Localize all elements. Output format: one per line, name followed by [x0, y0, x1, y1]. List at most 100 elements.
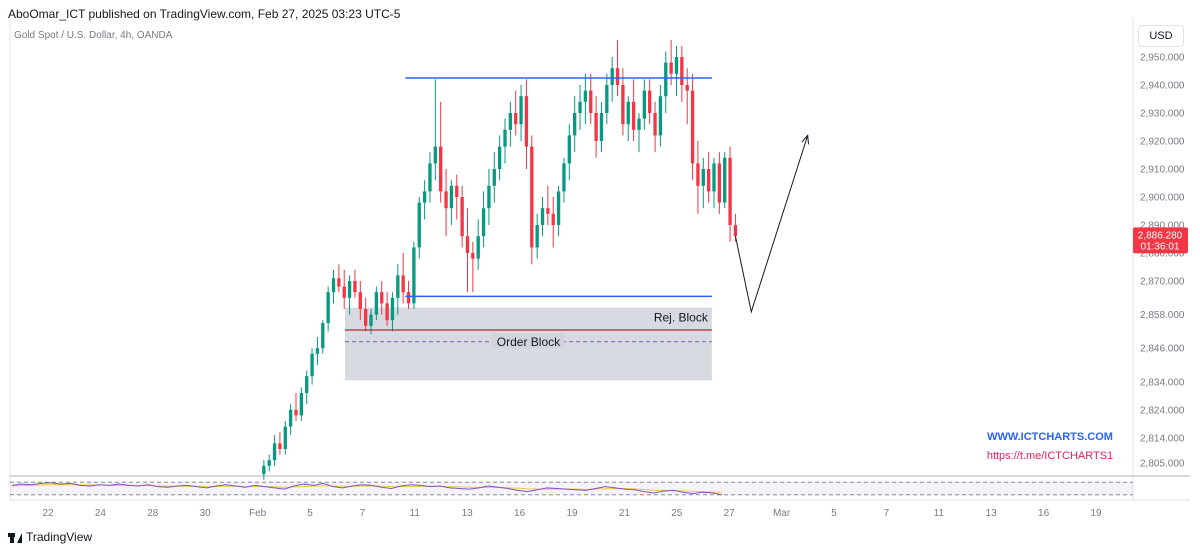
candle-body [610, 68, 614, 85]
candle-body [449, 185, 454, 209]
candle [267, 454, 271, 472]
candle-body [540, 208, 545, 225]
candle [326, 286, 330, 332]
candle [439, 101, 443, 203]
candle-body [519, 96, 523, 125]
candle [487, 169, 491, 225]
tradingview-logo-icon [8, 531, 22, 543]
candle [578, 85, 582, 130]
candle-body [428, 163, 432, 192]
candle [717, 152, 722, 214]
x-tick-label: 7 [360, 508, 366, 519]
symbol-legend: Gold Spot / U.S. Dollar, 4h, OANDA [14, 30, 173, 41]
candle-body [321, 323, 325, 349]
candle [503, 118, 507, 164]
candle-body [503, 129, 507, 147]
candle-body [315, 348, 320, 354]
x-tick-label: 19 [566, 508, 578, 519]
candle-body [642, 90, 646, 119]
candle-body [465, 236, 470, 253]
x-tick-label: 16 [514, 508, 526, 519]
candle-body [535, 225, 539, 248]
candle [648, 79, 652, 125]
candle-body [305, 376, 309, 393]
rej-block-zone [345, 307, 712, 330]
candle [631, 79, 636, 141]
candle [599, 101, 604, 153]
candle [589, 73, 593, 125]
y-tick-label: 2,870.000 [1140, 277, 1185, 288]
candle [556, 185, 561, 237]
candle-body [342, 286, 346, 298]
x-tick-label: 13 [462, 508, 474, 519]
candle [310, 348, 314, 385]
tradingview-logo[interactable]: TradingView [8, 530, 92, 544]
candle-body [669, 62, 673, 74]
candle [706, 152, 711, 203]
candle-body [717, 163, 722, 203]
candle [406, 281, 411, 309]
candle [573, 96, 577, 153]
rsi-pane [10, 481, 1133, 496]
candle-body [262, 465, 266, 475]
candle-body [562, 163, 566, 192]
candle-body [664, 62, 668, 97]
candle-body [551, 213, 555, 225]
candle-body [546, 208, 550, 214]
candle-body [401, 275, 405, 293]
candle-body [476, 236, 480, 259]
candle-body [299, 393, 304, 416]
candle-body [347, 281, 352, 298]
candle-body [374, 292, 379, 315]
candle [401, 253, 405, 304]
candle-body [733, 225, 738, 237]
candle [353, 269, 357, 298]
y-tick-label: 2,805.000 [1140, 459, 1185, 470]
candle-body [433, 146, 437, 164]
candle-body [294, 409, 298, 416]
candle-body [278, 443, 282, 449]
candle-body [380, 292, 384, 304]
candle-body [412, 247, 416, 304]
candle-body [631, 101, 636, 130]
y-tick-label: 2,814.000 [1140, 433, 1185, 444]
candle [497, 135, 502, 181]
x-tick-label: 21 [619, 508, 631, 519]
candle [605, 73, 609, 125]
candle-body [605, 85, 609, 113]
candle [615, 40, 620, 97]
x-tick-label: 7 [884, 508, 890, 519]
x-tick-label: 11 [410, 508, 421, 519]
candle-body [364, 309, 368, 326]
x-tick-label: 16 [1038, 508, 1050, 519]
candle-body [326, 292, 330, 323]
projection-path [734, 135, 809, 314]
x-tick-label: 25 [671, 508, 683, 519]
candle [685, 68, 689, 125]
candle [417, 197, 421, 259]
candle-body [578, 101, 582, 113]
candle-body [728, 157, 732, 225]
candle-body [680, 57, 684, 85]
currency-button[interactable]: USD [1138, 25, 1184, 47]
order-block-label: Order Block [497, 335, 561, 349]
candle [283, 421, 287, 455]
candle-body [396, 275, 400, 298]
y-tick-label: 2,930.000 [1140, 109, 1185, 120]
candle [262, 460, 266, 480]
candle-body [514, 113, 518, 125]
candle [610, 57, 614, 102]
candle [294, 393, 298, 421]
candle-body [283, 426, 287, 449]
candles-layer [262, 40, 738, 480]
candle [664, 51, 668, 113]
annotations-layer: Rej. Block Order Block WWW.ICTCHARTS.COM ht… [492, 134, 1113, 462]
candle [637, 113, 641, 153]
candle [390, 292, 395, 332]
y-tick-label: 2,834.000 [1140, 377, 1185, 388]
y-tick-label: 2,900.000 [1140, 193, 1185, 204]
candle [380, 281, 384, 315]
candle [321, 320, 325, 354]
